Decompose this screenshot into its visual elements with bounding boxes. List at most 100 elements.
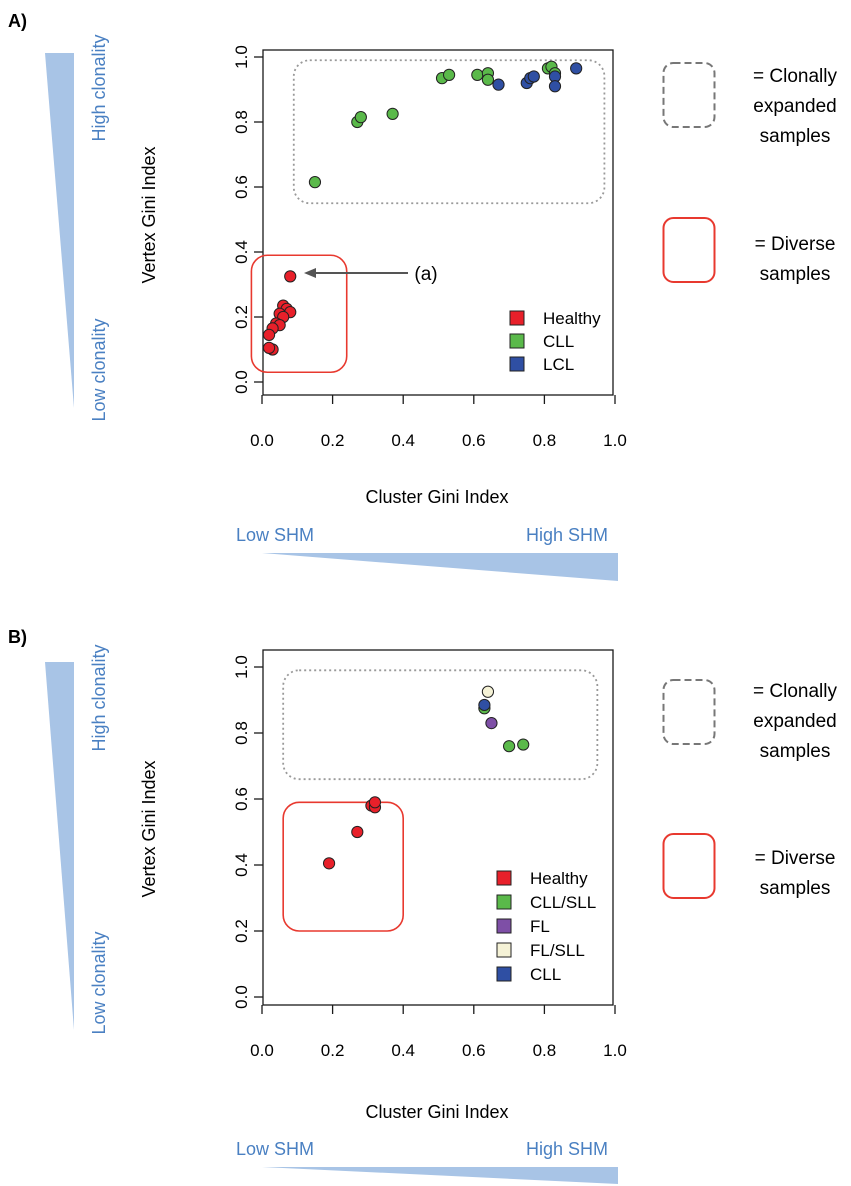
y-tick-label: 1.0 (232, 45, 251, 69)
y-tick-label: 0.6 (232, 787, 251, 811)
x-tick-label: 0.0 (250, 431, 274, 450)
x-tick-label: 0.8 (533, 431, 557, 450)
x-tick-label: 0.8 (533, 1041, 557, 1060)
data-point-cll (308, 176, 322, 189)
legend-swatch (496, 870, 512, 886)
data-point-cll-sll (503, 740, 516, 753)
diverse-region (282, 801, 404, 932)
x-tick-label: 0.6 (462, 1041, 486, 1060)
data-point-cll (478, 698, 491, 712)
legend-label: CLL (530, 965, 561, 984)
y-tick-label: 0.6 (232, 175, 251, 199)
legend-swatch (496, 942, 512, 958)
low-shm-label: Low SHM (236, 1139, 314, 1159)
legend-label: LCL (543, 355, 574, 374)
y-tick-label: 0.8 (232, 110, 251, 134)
x-tick-label: 0.4 (391, 431, 415, 450)
x-tick-label: 1.0 (603, 1041, 627, 1060)
legend-label: CLL/SLL (530, 893, 596, 912)
legend-label: Healthy (530, 869, 588, 888)
data-point-cll (354, 111, 367, 124)
data-point-fl-sll (481, 685, 495, 698)
x-tick-label: 1.0 (603, 431, 627, 450)
clonal-box-legend-text: expanded (753, 96, 836, 117)
diverse-region (250, 254, 348, 374)
high-clonality-label: High clonality (89, 34, 109, 141)
data-point-healthy (262, 341, 276, 354)
legend-swatch (496, 966, 512, 982)
legend-swatch (509, 333, 525, 349)
clonal-box-legend-text: expanded (753, 711, 836, 732)
data-point-healthy (262, 328, 276, 341)
y-tick-label: 0.2 (232, 305, 251, 329)
x-tick-label: 0.2 (321, 431, 345, 450)
data-point-lcl (492, 78, 505, 91)
y-axis-title: Vertex Gini Index (139, 760, 159, 897)
y-tick-label: 0.0 (232, 370, 251, 394)
clonally-expanded-region (282, 669, 599, 781)
x-tick-label: 0.0 (250, 1041, 274, 1060)
clonal-box-legend-text: samples (760, 126, 831, 147)
diverse-box-legend-text: samples (760, 878, 831, 899)
data-point-lcl (570, 62, 583, 75)
data-point-healthy (322, 857, 336, 870)
high-shm-label: High SHM (526, 525, 608, 545)
x-tick-label: 0.4 (391, 1041, 415, 1060)
clonal-box-legend-swatch (662, 62, 716, 128)
diverse-box-legend-text: = Diverse (755, 234, 836, 255)
data-point-cll (386, 107, 399, 120)
annotation-arrowhead (304, 268, 316, 278)
diverse-box-legend-swatch (662, 833, 716, 899)
panel-a: A) High clonality Low clonality Vertex Gini… (8, 11, 837, 581)
shm-scale-wedge (262, 1167, 618, 1184)
data-point-healthy (368, 796, 382, 809)
y-tick-label: 0.4 (232, 240, 251, 264)
data-point-cll (442, 68, 456, 81)
data-point-cll-sll (517, 738, 530, 751)
diverse-box-legend-text: = Diverse (755, 848, 836, 869)
x-axis-title: Cluster Gini Index (365, 1102, 508, 1122)
legend-label: FL/SLL (530, 941, 585, 960)
diverse-box-legend-text: samples (760, 264, 831, 285)
x-tick-label: 0.2 (321, 1041, 345, 1060)
x-axis-title: Cluster Gini Index (365, 487, 508, 507)
clonal-box-legend-swatch (662, 679, 716, 745)
low-clonality-label: Low clonality (89, 931, 109, 1034)
legend-swatch (496, 918, 512, 934)
high-clonality-label: High clonality (89, 644, 109, 751)
clonality-scale-wedge (45, 53, 74, 408)
annotation-label: (a) (414, 264, 437, 285)
y-tick-label: 0.4 (232, 853, 251, 877)
clonal-box-legend-text: samples (760, 741, 831, 762)
low-clonality-label: Low clonality (89, 318, 109, 421)
x-tick-label: 0.6 (462, 431, 486, 450)
legend-label: Healthy (543, 309, 601, 328)
y-tick-label: 0.0 (232, 985, 251, 1009)
y-axis-title: Vertex Gini Index (139, 146, 159, 283)
legend-swatch (496, 894, 512, 910)
clonal-box-legend-text: = Clonally (753, 66, 837, 87)
plot-frame (262, 49, 614, 396)
y-tick-label: 0.2 (232, 919, 251, 943)
data-point-healthy (351, 825, 364, 839)
y-tick-label: 1.0 (232, 655, 251, 679)
clonal-box-legend-text: = Clonally (753, 681, 837, 702)
high-shm-label: High SHM (526, 1139, 608, 1159)
data-point-cll (481, 73, 495, 86)
legend-swatch (509, 310, 525, 326)
data-point-cll (471, 68, 484, 81)
legend-label: FL (530, 917, 550, 936)
legend-swatch (509, 356, 525, 372)
shm-scale-wedge (262, 553, 618, 581)
legend-label: CLL (543, 332, 574, 351)
low-shm-label: Low SHM (236, 525, 314, 545)
panel-b: B) High clonality Low clonality Vertex Gini… (8, 627, 837, 1184)
panel-label: B) (8, 627, 27, 647)
clonality-scale-wedge (45, 662, 74, 1030)
diverse-box-legend-swatch (662, 217, 716, 283)
panel-label: A) (8, 11, 27, 31)
y-tick-label: 0.8 (232, 721, 251, 745)
data-point-lcl (548, 80, 562, 93)
data-point-lcl (527, 70, 540, 83)
